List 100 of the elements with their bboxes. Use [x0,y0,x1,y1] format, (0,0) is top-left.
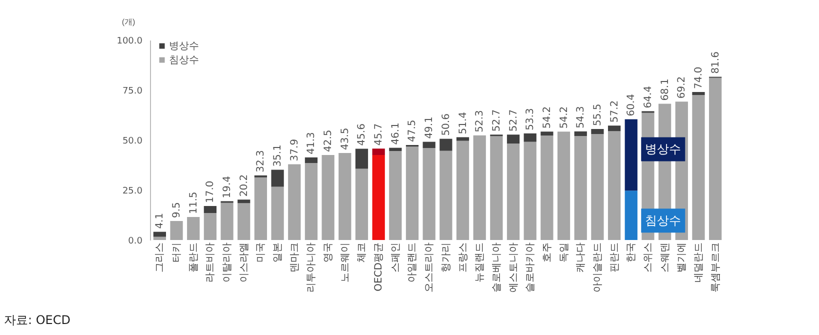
total-label: 54.3 [576,106,587,128]
total-label: 45.7 [374,123,385,146]
total-label: 68.1 [660,78,671,101]
total-label: 45.6 [356,124,368,146]
bar [524,133,536,142]
bar [608,131,621,240]
legend-label: 침상수 [169,55,199,66]
bar [271,186,284,240]
x-tick-label: 독일 [558,242,570,262]
y-tick-label: 0.0 [128,236,143,246]
bar [540,132,554,136]
bar [624,190,638,240]
annotation: 침상수 [645,214,682,228]
total-label: 54.2 [542,106,553,129]
x-tick-label: 룩셈부르크 [710,242,722,292]
bar [406,146,419,240]
bar [338,153,352,240]
bar [709,78,722,240]
legend-label: 병상수 [169,41,199,52]
bar [692,95,705,240]
bar [372,155,385,240]
total-label: 64.4 [642,86,654,108]
x-tick-label: 체코 [356,242,368,262]
x-tick-label: 폴란드 [188,242,200,272]
x-tick-label: 영국 [323,242,334,262]
x-tick-label: 미국 [256,242,267,262]
bar [372,148,385,155]
bar [624,119,638,191]
total-label: 9.5 [172,202,183,218]
total-label: 52.3 [474,110,486,132]
total-label: 19.4 [222,176,234,198]
bar [473,135,486,240]
bar [574,136,587,240]
total-label: 32.3 [256,150,267,172]
x-tick-label: 스위스 [642,242,654,272]
x-tick-label: 일본 [272,242,284,262]
total-label: 60.4 [626,94,638,116]
total-label: 57.2 [609,100,620,123]
bar [540,136,554,240]
total-label: 54.2 [558,106,570,129]
total-label: 74.0 [693,66,704,89]
bar [591,134,604,240]
total-label: 50.6 [440,114,452,136]
bar [304,157,318,163]
bar [254,177,268,240]
bar [490,136,503,240]
x-tick-label: 아이슬란드 [592,242,604,292]
x-tick-label: 라트비아 [205,242,216,282]
x-tick-label: 슬로베니아 [491,242,502,292]
x-tick-label: 핀란드 [609,242,620,272]
bar [389,148,402,151]
bar [506,144,520,240]
total-label: 69.2 [676,76,688,99]
bar [204,213,217,240]
y-tick-label: 50.0 [122,136,143,146]
x-tick-label: 프랑스 [458,242,469,272]
total-label: 52.7 [508,109,520,132]
total-label: 37.9 [289,138,300,162]
bar [456,140,470,240]
x-tick-label: 뉴질랜드 [474,242,486,282]
x-tick-label: 덴마크 [289,242,300,272]
bar [440,150,452,240]
y-axis-title: (개) [122,18,136,26]
x-tick-label: 이탈리아 [222,242,234,282]
bar [170,221,183,240]
y-tick-label: 75.0 [122,86,143,96]
x-tick-label: 슬로바키아 [525,242,536,292]
total-label: 53.3 [525,108,536,130]
bar [355,148,368,169]
bar [591,129,604,134]
x-tick-label: 네덜란드 [693,242,704,282]
text: 자료: OECD [4,313,71,327]
x-tick-label: 아일랜드 [407,242,418,282]
total-label: 11.5 [188,192,200,214]
bar [153,236,166,240]
total-label: 43.5 [340,128,351,150]
bar [238,200,250,204]
bar [271,170,284,187]
total-label: 55.5 [592,104,604,126]
bar [524,142,536,240]
x-tick-label: 호주 [542,242,553,262]
bar [220,202,234,240]
total-label: 35.1 [272,144,284,167]
x-tick-label: 이스라엘 [238,242,250,282]
bar [204,206,217,213]
x-tick-label: OECD평균 [374,242,385,292]
bar [389,151,402,240]
x-tick-label: 벨기에 [676,242,688,272]
total-label: 41.3 [306,132,318,154]
bar [355,168,368,240]
total-label: 46.1 [390,122,402,145]
bar [322,155,334,240]
y-tick-label: 100.0 [116,36,143,46]
x-tick-label: 한국 [626,242,638,262]
total-label: 42.5 [323,130,334,152]
total-label: 81.6 [710,52,722,74]
x-tick-label: 리투아니아 [306,242,318,292]
total-label: 47.5 [407,120,418,142]
y-tick-label: 25.0 [122,186,143,196]
total-label: 4.1 [154,212,166,229]
